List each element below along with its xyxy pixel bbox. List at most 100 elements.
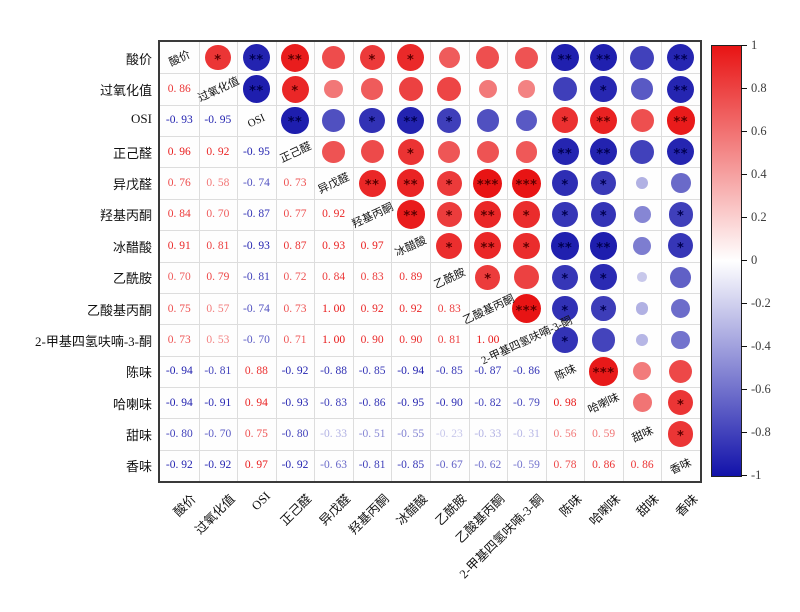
colorbar-tick-label: 0.8 xyxy=(751,81,767,95)
corr-circle xyxy=(552,76,578,102)
grid-line-v xyxy=(661,42,663,481)
x-axis-label: OSI xyxy=(249,489,274,514)
corr-value: -0. 93 xyxy=(243,239,270,252)
corr-circle xyxy=(398,76,423,102)
corr-value: 1. 00 xyxy=(322,302,346,315)
y-axis-label: 乙酸基丙酮 xyxy=(86,302,152,318)
corr-value: 0. 73 xyxy=(167,333,191,346)
corr-circle xyxy=(476,46,500,70)
corr-value: -0. 92 xyxy=(281,365,309,378)
corr-value: 0. 86 xyxy=(630,459,654,472)
corr-circle: ** xyxy=(242,75,271,103)
corr-value: -0. 23 xyxy=(435,427,463,440)
y-axis-label: OSI xyxy=(131,111,152,127)
y-axis-label: 过氧化值 xyxy=(99,83,152,99)
corr-circle: * xyxy=(552,107,578,134)
corr-circle xyxy=(631,78,653,100)
corr-circle xyxy=(668,359,693,383)
corr-value: -0. 79 xyxy=(513,396,540,409)
corr-value: 0. 84 xyxy=(322,271,346,284)
corr-value: 0. 81 xyxy=(206,239,230,252)
matrix-cells: 酸价 * ** ** * * ** ** ** 0. 86 过氧化值 ** * * ** -0. 93 -0. … xyxy=(160,42,700,481)
grid-line-h xyxy=(160,386,700,388)
corr-circle: * xyxy=(436,232,463,259)
corr-circle: *** xyxy=(511,168,541,198)
corr-circle: * xyxy=(590,201,617,228)
corr-value: -0. 70 xyxy=(243,333,270,346)
corr-value: 0. 98 xyxy=(553,396,577,409)
colorbar-tick xyxy=(741,130,747,132)
corr-circle: *** xyxy=(511,294,541,324)
corr-circle xyxy=(632,393,652,412)
corr-circle: ** xyxy=(589,106,618,135)
corr-circle xyxy=(636,334,649,346)
corr-circle: * xyxy=(437,108,462,133)
corr-value: 0. 70 xyxy=(206,208,230,221)
corr-value: 1. 00 xyxy=(476,333,500,346)
corr-circle: * xyxy=(205,44,231,71)
colorbar-tick-label: 0.2 xyxy=(751,210,767,224)
corr-value: 0. 92 xyxy=(322,208,346,221)
corr-value: -0. 94 xyxy=(397,365,425,378)
corr-value: 0. 56 xyxy=(553,427,577,440)
corr-value: -0. 82 xyxy=(474,396,502,409)
corr-circle: *** xyxy=(589,357,618,386)
colorbar-tick xyxy=(741,388,747,390)
corr-circle xyxy=(630,109,654,132)
corr-value: -0. 62 xyxy=(474,459,502,472)
colorbar-tick xyxy=(741,345,747,347)
corr-value: 0. 97 xyxy=(244,459,268,472)
corr-circle xyxy=(324,79,343,99)
corr-value: -0. 83 xyxy=(320,396,347,409)
corr-value: 0. 70 xyxy=(167,271,191,284)
corr-value: 0. 94 xyxy=(244,396,268,409)
corr-value: -0. 85 xyxy=(358,365,386,378)
corr-value: 0. 79 xyxy=(206,271,230,284)
corr-circle xyxy=(670,266,692,288)
corr-value: 0. 88 xyxy=(244,365,268,378)
corr-value: 0. 58 xyxy=(206,177,230,190)
corr-value: -0. 74 xyxy=(243,302,270,315)
grid-line-h xyxy=(160,324,700,326)
y-axis-label: 陈味 xyxy=(125,365,152,381)
corr-circle xyxy=(591,328,616,352)
corr-value: -0. 92 xyxy=(204,459,232,472)
corr-value: -0. 67 xyxy=(435,459,463,472)
corr-circle xyxy=(438,140,461,163)
corr-circle xyxy=(322,109,345,132)
y-axis-label: 甜味 xyxy=(125,427,152,443)
corr-value: -0. 87 xyxy=(243,208,270,221)
y-axis-label: 冰醋酸 xyxy=(112,239,152,255)
corr-value: 0. 76 xyxy=(167,177,191,190)
corr-value: 0. 75 xyxy=(167,302,191,315)
corr-circle: ** xyxy=(474,200,502,228)
grid-line-v xyxy=(584,42,586,481)
corr-value: -0. 94 xyxy=(165,365,193,378)
colorbar-tick xyxy=(741,302,747,304)
corr-circle: * xyxy=(513,232,540,260)
colorbar-tick-label: 1 xyxy=(751,38,758,52)
grid-line-v xyxy=(507,42,509,481)
y-axis-label: 哈喇味 xyxy=(112,396,152,412)
x-axis-label: 羟基丙酮 xyxy=(346,491,392,538)
corr-value: 0. 84 xyxy=(167,208,191,221)
corr-value: -0. 86 xyxy=(358,396,386,409)
corr-value: -0. 55 xyxy=(397,427,425,440)
corr-value: -0. 94 xyxy=(165,396,193,409)
corr-value: 0. 92 xyxy=(360,302,384,315)
colorbar-tick xyxy=(741,216,747,218)
corr-circle: * xyxy=(475,264,501,290)
corr-value: -0. 81 xyxy=(204,365,232,378)
corr-circle: * xyxy=(281,75,309,103)
corr-circle: * xyxy=(359,45,385,71)
corr-circle: ** xyxy=(589,138,618,166)
colorbar xyxy=(711,45,742,477)
y-axis-label: 乙酰胺 xyxy=(112,271,152,287)
corr-circle xyxy=(361,78,383,100)
corr-circle: * xyxy=(668,233,694,259)
grid-line-h xyxy=(160,418,700,420)
y-axis-label: 香味 xyxy=(125,459,152,475)
corr-value: -0. 59 xyxy=(513,459,540,472)
corr-value: -0. 87 xyxy=(474,365,502,378)
corr-circle: * xyxy=(552,295,578,322)
